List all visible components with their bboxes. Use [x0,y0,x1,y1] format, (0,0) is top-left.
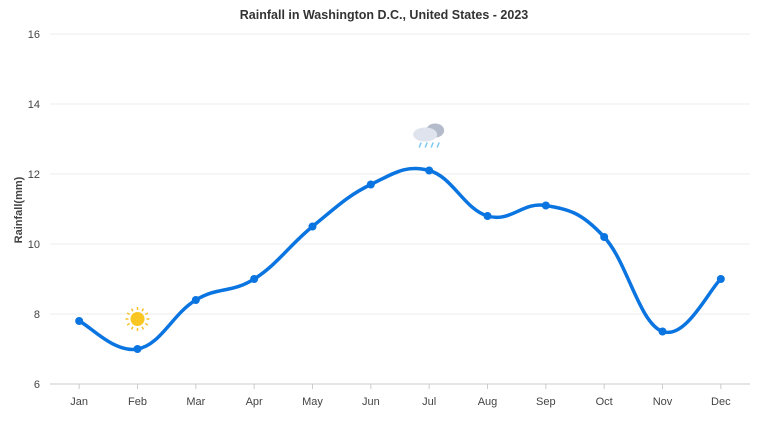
sun-ray [141,308,145,312]
data-point [483,212,492,220]
chart-title: Rainfall in Washington D.C., United Stat… [240,8,529,22]
sun-ray [126,312,131,316]
x-tick-label: Apr [246,396,263,408]
sun-ray [144,312,149,316]
rain-drop [430,142,434,148]
rain-drop [418,142,422,148]
sun-ray [144,322,149,326]
y-tick-label: 16 [28,29,40,41]
sun-core [130,312,145,326]
x-tick-label: Sep [536,396,556,408]
x-tick-label: Jan [70,396,88,408]
x-tick-label: Jul [422,396,436,408]
sun-ray [126,322,131,326]
data-point [425,166,434,175]
x-tick-label: Jun [362,396,380,408]
data-point [75,317,84,325]
x-tick-label: May [302,396,323,408]
rain-cloud-icon [413,123,445,148]
rain-drop [424,142,428,148]
data-point [133,345,142,353]
data-point [366,180,375,189]
x-tick-label: Feb [128,396,147,408]
y-axis-label: Rainfall(mm) [13,176,25,243]
series-line [78,166,723,352]
x-tick-label: Oct [596,396,613,408]
x-tick-label: Nov [653,396,673,408]
x-tick-label: Aug [478,396,498,408]
data-point [191,296,200,304]
data-point [600,233,609,241]
y-tick-label: 10 [28,239,40,251]
cloud-light [413,127,438,142]
y-tick-label: 8 [34,309,40,321]
data-point [308,222,317,231]
data-point [716,275,725,283]
sun-icon [125,307,150,331]
rain-drop [436,142,440,148]
sun-ray [141,326,145,330]
data-point [658,327,667,336]
y-tick-label: 14 [28,99,40,111]
y-tick-label: 6 [34,379,40,391]
x-tick-label: Mar [186,396,205,408]
y-tick-label: 12 [28,169,40,181]
x-tick-label: Dec [711,396,731,408]
data-point [250,275,259,283]
sun-ray [130,308,134,312]
data-point [541,201,550,210]
sun-ray [130,326,134,330]
